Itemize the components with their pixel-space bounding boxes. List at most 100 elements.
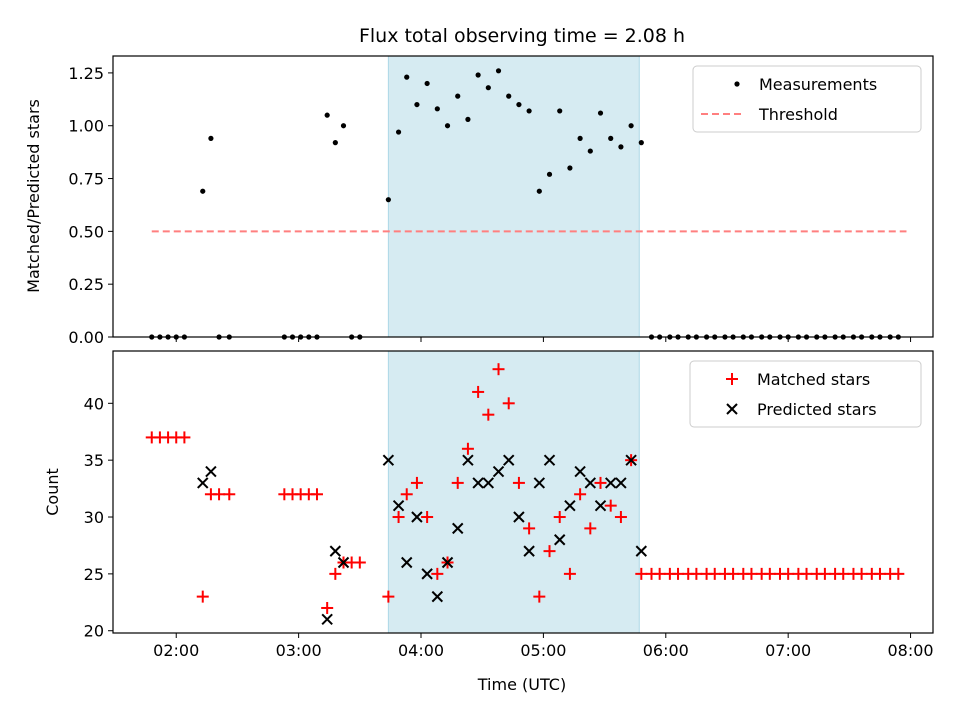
top-legend-box	[692, 65, 922, 133]
predicted-star-point	[431, 590, 444, 603]
matched-star-point	[213, 488, 226, 501]
matched-star-point	[574, 488, 587, 501]
y-tick-label: 0.50	[68, 222, 104, 241]
legend-predicted-label: Predicted stars	[757, 400, 877, 419]
matched-star-point	[382, 590, 395, 603]
y-tick-label: 1.00	[68, 117, 104, 136]
predicted-star-point	[564, 499, 576, 512]
matched-star-point	[321, 601, 334, 614]
predicted-star-point	[411, 511, 423, 523]
matched-star-point	[178, 431, 191, 444]
predicted-star-point	[441, 556, 454, 569]
measurement-point	[557, 108, 563, 114]
y-tick-label: 0.75	[68, 170, 104, 189]
matched-star-point	[745, 567, 758, 580]
predicted-star-point	[513, 511, 525, 523]
matched-star-point	[763, 567, 776, 580]
matched-star-point	[727, 567, 740, 580]
measurement-point	[332, 140, 338, 146]
matched-star-point	[400, 488, 413, 501]
matched-star-point	[584, 522, 597, 535]
x-tick-label: 02:00	[153, 641, 199, 660]
bottom-observing-window-shade	[387, 350, 640, 634]
measurement-point	[208, 135, 214, 141]
matched-star-point	[451, 476, 464, 489]
matched-star-point	[818, 567, 831, 580]
measurement-point	[638, 140, 644, 146]
measurement-point	[385, 197, 391, 203]
measurement-point	[200, 188, 206, 194]
predicted-star-point	[533, 477, 546, 489]
matched-star-point	[553, 511, 566, 524]
x-tick-label: 05:00	[520, 641, 566, 660]
matched-star-point	[472, 385, 485, 398]
measurement-point	[485, 85, 491, 91]
measurement-point	[340, 123, 347, 129]
legend-predicted-marker	[726, 403, 738, 415]
y-tick-label: 0.25	[68, 275, 104, 294]
matched-star-point	[855, 567, 868, 580]
predicted-star-point	[197, 477, 209, 489]
x-axis-label: Time (UTC)	[477, 675, 566, 694]
legend-measurements-marker	[734, 81, 740, 87]
predicted-star-point	[523, 545, 535, 557]
matched-star-point	[482, 408, 495, 421]
predicted-star-point	[205, 465, 217, 478]
x-tick-label: 07:00	[765, 641, 811, 660]
top-panel: 0.00 0.25 0.50 0.75 1.00 1.25 Measurements Th…	[68, 55, 934, 347]
measurement-point	[516, 101, 522, 108]
measurement-point	[628, 123, 634, 129]
predicted-star-point	[574, 465, 586, 478]
predicted-star-point	[635, 545, 648, 557]
matched-star-point	[392, 511, 405, 524]
matched-star-point	[431, 567, 444, 580]
predicted-star-point	[554, 534, 566, 546]
matched-star-point	[563, 567, 576, 580]
chart-title: Flux total observing time = 2.08 h	[359, 25, 685, 47]
legend-measurements-label: Measurements	[759, 75, 877, 94]
matched-star-point	[690, 567, 703, 580]
matched-star-point	[837, 567, 850, 580]
predicted-star-point	[584, 477, 597, 489]
predicted-star-point	[392, 499, 405, 512]
measurement-point	[526, 108, 532, 114]
matched-star-point	[196, 590, 209, 603]
measurement-point	[546, 171, 553, 177]
y-tick-label: 30	[84, 508, 104, 527]
y-tick-label: 0.00	[68, 328, 104, 347]
matched-star-point	[800, 567, 813, 580]
bottom-y-axis-label: Count	[43, 468, 62, 516]
matched-star-point	[604, 499, 617, 512]
predicted-star-point	[421, 568, 433, 580]
panel-frame	[112, 350, 934, 634]
predicted-star-point	[329, 545, 342, 557]
x-tick-label: 06:00	[643, 641, 689, 660]
matched-star-point	[410, 476, 423, 489]
matched-star-point	[782, 567, 795, 580]
measurement-point	[506, 93, 512, 99]
y-tick-label: 1.25	[68, 64, 104, 83]
measurement-point	[444, 123, 451, 129]
measurement-point	[455, 93, 461, 99]
bottom-panel-marks	[145, 363, 905, 626]
matched-star-point	[614, 511, 627, 524]
predicted-star-point	[594, 499, 607, 512]
matched-star-point	[708, 567, 721, 580]
measurement-point	[475, 72, 481, 78]
matched-star-point	[512, 476, 525, 489]
legend-matched-label: Matched stars	[757, 370, 870, 389]
measurement-point	[465, 116, 471, 122]
predicted-star-point	[462, 454, 474, 466]
predicted-star-point	[472, 477, 484, 489]
top-observing-window-shade	[387, 55, 640, 338]
measurement-point	[567, 165, 573, 171]
matched-star-point	[533, 590, 546, 603]
legend-threshold-label: Threshold	[758, 105, 838, 124]
x-tick-label: 04:00	[398, 641, 444, 660]
predicted-star-point	[321, 613, 333, 626]
matched-star-point	[223, 488, 236, 501]
y-tick-label: 35	[84, 451, 104, 470]
predicted-star-point	[492, 465, 505, 478]
predicted-star-point	[625, 454, 637, 466]
